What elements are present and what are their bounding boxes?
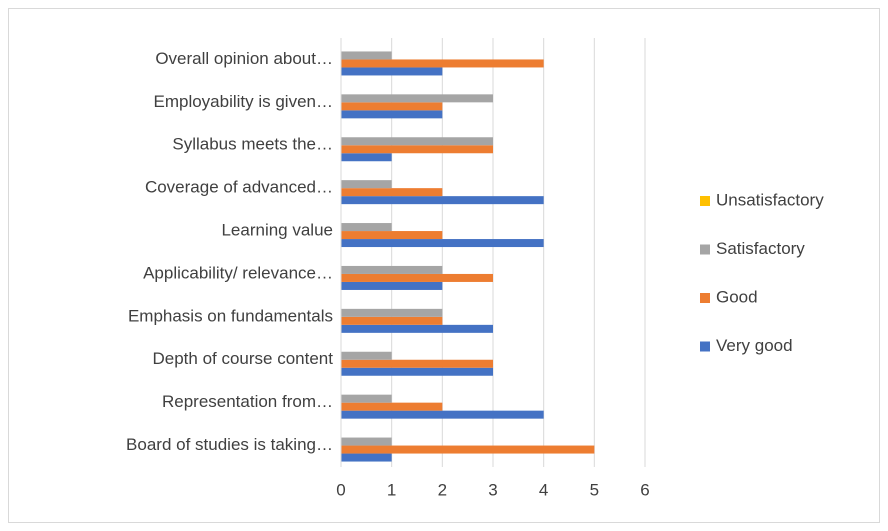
y-tick-label: Board of studies is taking… [126,435,333,454]
y-tick-label: Employability is given… [153,92,333,111]
bar [341,402,443,411]
bar [341,359,493,368]
bar [341,453,392,462]
bar [341,308,443,317]
chart-border [8,8,880,523]
bar [341,145,493,154]
bar [341,137,493,146]
y-tick-label: Depth of course content [152,349,333,368]
legend-swatch [700,293,710,303]
bar [341,281,443,290]
bar [341,59,544,68]
legend-label: Very good [716,336,793,355]
legend-label: Satisfactory [716,239,805,258]
bar [341,153,392,162]
x-tick-label: 4 [539,480,548,499]
y-tick-label: Applicability/ relevance… [143,263,333,282]
y-tick-label: Coverage of advanced… [145,178,333,197]
bar [341,196,544,205]
bar [341,94,493,103]
x-tick-label: 3 [488,480,497,499]
bar [341,102,443,111]
bar [341,223,392,232]
y-tick-label: Emphasis on fundamentals [128,306,333,325]
bar [341,394,392,403]
x-tick-label: 1 [387,480,396,499]
bar [341,239,544,248]
legend-swatch [700,196,710,206]
bar [341,188,443,197]
y-tick-label: Syllabus meets the… [172,135,333,154]
y-tick-label: Overall opinion about… [155,49,333,68]
y-tick-label: Learning value [221,221,333,240]
bar [341,445,595,454]
x-tick-label: 5 [590,480,599,499]
y-tick-label: Representation from… [162,392,333,411]
bar [341,231,443,240]
x-tick-label: 0 [336,480,345,499]
legend-label: Unsatisfactory [716,190,824,209]
legend-label: Good [716,287,758,306]
bar [341,265,443,274]
bar [341,410,544,419]
legend-swatch [700,341,710,352]
x-tick-label: 6 [640,480,649,499]
bar [341,51,392,60]
bar [341,437,392,446]
bar [341,67,443,76]
bar [341,324,493,333]
bar [341,110,443,119]
bar [341,180,392,189]
x-tick-label: 2 [438,480,447,499]
bar [341,273,493,282]
legend-swatch [700,244,710,255]
bar [341,351,392,360]
bar [341,316,443,325]
bar [341,367,493,376]
